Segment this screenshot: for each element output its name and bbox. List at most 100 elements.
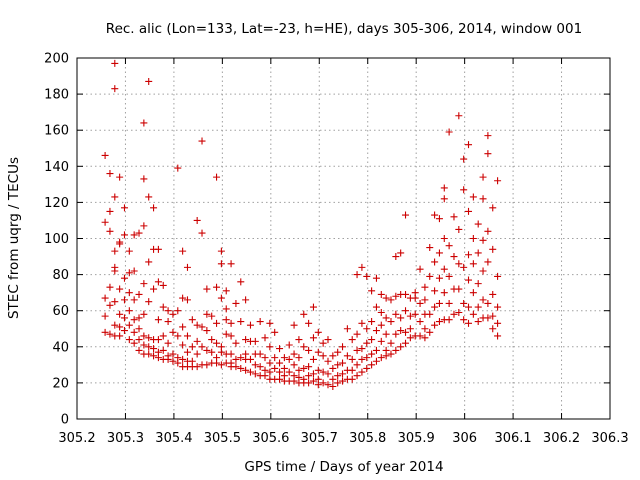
data-point	[445, 242, 453, 250]
data-point	[150, 204, 158, 212]
data-point	[392, 346, 400, 354]
data-point	[256, 350, 264, 358]
data-point	[305, 372, 313, 380]
data-point	[237, 318, 245, 326]
data-point	[120, 231, 128, 239]
data-point	[309, 303, 317, 311]
data-point	[203, 346, 211, 354]
data-point	[106, 301, 114, 309]
data-point	[353, 361, 361, 369]
data-point	[217, 247, 225, 255]
data-point	[101, 218, 109, 226]
data-point	[489, 325, 497, 333]
data-point	[232, 363, 240, 371]
data-point	[329, 352, 337, 360]
data-point	[300, 364, 308, 372]
data-point	[455, 309, 463, 317]
data-point	[111, 193, 119, 201]
data-point	[440, 235, 448, 242]
data-point	[397, 314, 405, 322]
data-point	[450, 310, 458, 318]
points-layer	[101, 59, 502, 391]
data-point	[339, 359, 347, 367]
data-point	[334, 348, 342, 356]
data-point	[276, 375, 284, 383]
data-point	[469, 289, 477, 297]
data-point	[159, 303, 167, 311]
data-point	[164, 318, 172, 326]
data-point	[164, 339, 172, 347]
data-point	[280, 364, 288, 372]
data-point	[324, 357, 332, 365]
data-point	[387, 318, 395, 326]
data-point	[116, 285, 124, 293]
data-point	[494, 177, 502, 185]
data-point	[125, 289, 133, 297]
data-point	[140, 280, 148, 288]
data-point	[474, 280, 482, 288]
data-point	[309, 370, 317, 378]
data-point	[285, 368, 293, 376]
x-axis-label: GPS time / Days of year 2014	[244, 459, 443, 475]
data-point	[426, 328, 434, 336]
data-point	[120, 314, 128, 322]
data-point	[169, 328, 177, 336]
data-point	[494, 303, 502, 311]
data-point	[179, 323, 187, 331]
data-point	[484, 314, 492, 322]
data-point	[135, 346, 143, 354]
data-point	[130, 328, 138, 336]
data-point	[358, 263, 366, 271]
data-point	[266, 368, 274, 376]
data-point	[314, 328, 322, 336]
data-point	[348, 366, 356, 374]
data-point	[314, 381, 322, 389]
data-point	[372, 327, 380, 335]
data-point	[217, 260, 225, 268]
data-point	[431, 303, 439, 311]
data-point	[193, 363, 201, 371]
data-point	[460, 186, 468, 194]
data-point	[368, 336, 376, 344]
data-point	[387, 350, 395, 358]
data-point	[106, 227, 114, 235]
y-tick-label: 140	[44, 160, 69, 175]
data-point	[295, 336, 303, 344]
data-point	[101, 294, 109, 302]
data-point	[130, 316, 138, 324]
data-point	[474, 303, 482, 311]
data-point	[203, 310, 211, 318]
data-point	[193, 350, 201, 358]
data-point	[329, 375, 337, 383]
data-point	[198, 343, 206, 351]
data-point	[406, 312, 414, 320]
data-point	[397, 249, 405, 257]
data-point	[465, 141, 473, 149]
data-point	[358, 345, 366, 353]
data-point	[377, 321, 385, 329]
data-point	[111, 298, 119, 306]
data-point	[106, 283, 114, 291]
data-point	[285, 341, 293, 349]
data-point	[479, 267, 487, 275]
x-tick-label: 305.7	[301, 431, 338, 446]
y-tick-label: 0	[61, 413, 69, 428]
data-point	[179, 355, 187, 363]
data-point	[455, 112, 463, 120]
data-point	[213, 283, 221, 291]
data-point	[377, 290, 385, 298]
y-tick-label: 20	[52, 376, 69, 391]
data-point	[193, 321, 201, 329]
data-point	[140, 175, 148, 183]
chart-title: Rec. alic (Lon=133, Lat=-23, h=HE), days…	[106, 21, 582, 37]
data-point	[435, 274, 443, 282]
data-point	[106, 330, 114, 338]
data-point	[145, 350, 153, 358]
data-point	[319, 368, 327, 376]
data-point	[402, 328, 410, 336]
y-tick-label: 60	[52, 304, 69, 319]
data-point	[426, 310, 434, 318]
data-point	[251, 370, 259, 378]
data-point	[271, 354, 279, 362]
data-point	[358, 368, 366, 376]
